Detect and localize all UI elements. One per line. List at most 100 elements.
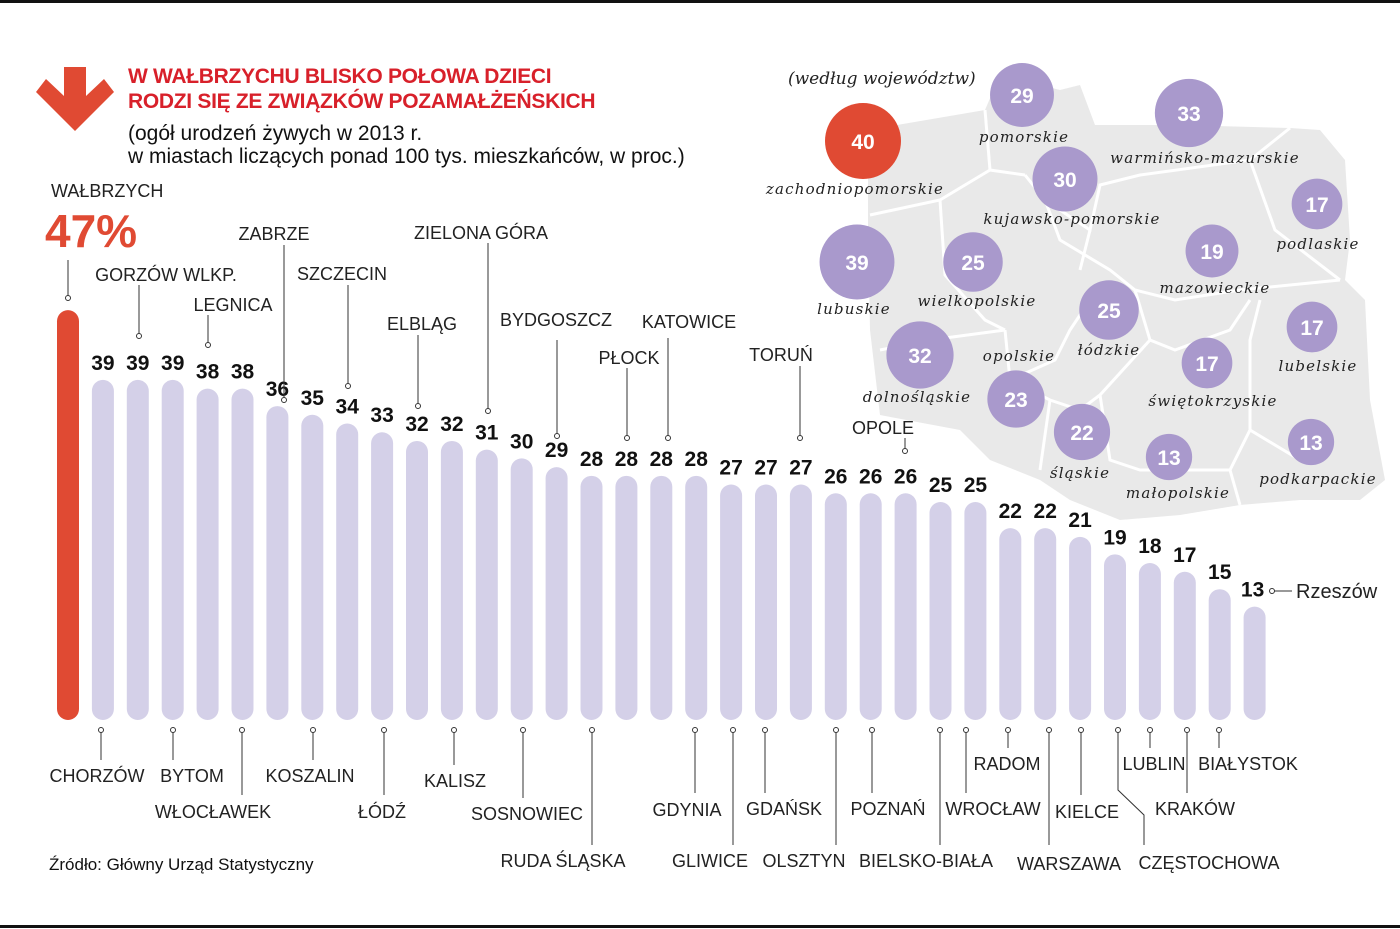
bar xyxy=(406,440,428,720)
map-border xyxy=(1078,229,1092,271)
voivodeship-label: podlaskie xyxy=(1276,235,1359,253)
voivodeship-value: 39 xyxy=(845,252,868,275)
bar-value-label: 27 xyxy=(754,457,777,480)
leader-dot xyxy=(520,727,526,733)
voivodeship-bubble xyxy=(1145,433,1193,481)
bar-value-label: 27 xyxy=(719,457,742,480)
voivodeship-śląskie: 22 śląskie xyxy=(1050,403,1111,482)
city-label: Rzeszów xyxy=(1296,581,1378,603)
city-label: KALISZ xyxy=(424,771,486,791)
voivodeship-value: 30 xyxy=(1053,169,1076,192)
map-title: (według województw) xyxy=(788,69,976,89)
bar xyxy=(57,310,79,720)
city-label: ŁÓDŹ xyxy=(358,801,406,822)
bar-value-label: 28 xyxy=(685,448,709,471)
chart-subtitle: (ogół urodzeń żywych w 2013 r. w miastac… xyxy=(128,122,685,168)
voivodeship-label: lubuskie xyxy=(817,300,891,318)
voivodeship-value: 33 xyxy=(1177,103,1200,126)
bar-group: 35 KOSZALIN xyxy=(265,387,354,786)
leader-dot xyxy=(65,295,71,301)
voivodeship-bubble xyxy=(819,224,895,300)
leader-dot xyxy=(451,727,457,733)
bar-group: 27 TORUŃ xyxy=(749,345,813,720)
map-border xyxy=(1228,469,1242,506)
bar xyxy=(999,528,1022,720)
city-label: OPOLE xyxy=(852,418,914,438)
voivodeship-bubble xyxy=(943,232,1003,292)
title-line: RODZI SIĘ ZE ZWIĄZKÓW POZAMAŁŻEŃSKICH xyxy=(128,90,596,113)
voivodeship-wielkopolskie: 25 wielkopolskie xyxy=(918,232,1035,310)
bar-group: 28 PŁOCK xyxy=(598,348,660,720)
city-label: BIAŁYSTOK xyxy=(1198,754,1298,774)
city-label: CHORZÓW xyxy=(50,765,145,786)
bar xyxy=(894,493,917,720)
bar-group: 26 POZNAŃ xyxy=(850,465,925,819)
voivodeship-label: mazowieckie xyxy=(1160,279,1271,297)
city-label: WROCŁAW xyxy=(945,799,1040,819)
voivodeship-bubble xyxy=(886,321,954,389)
voivodeship-label: śląskie xyxy=(1050,464,1110,482)
bar-group: 34 SZCZECIN xyxy=(297,264,387,720)
bar-group: 39 BYTOM xyxy=(160,352,224,786)
bar-group: 25 WROCŁAW xyxy=(945,474,1040,819)
bar xyxy=(1138,563,1161,720)
bar-group: 17 KRAKÓW xyxy=(1155,544,1235,819)
city-label: BIELSKO-BIAŁA xyxy=(859,851,993,871)
voivodeship-value: 13 xyxy=(1157,447,1180,470)
subtitle-line: (ogół urodzeń żywych w 2013 r. xyxy=(128,122,423,145)
bar-value-label: 36 xyxy=(266,378,289,401)
bar xyxy=(789,484,812,720)
voivodeship-label: zachodniopomorskie xyxy=(765,180,944,198)
leader-dot xyxy=(1005,727,1011,733)
bar-group: 30 SOSNOWIEC xyxy=(471,430,583,824)
voivodeship-value: 22 xyxy=(1070,422,1093,445)
voivodeship-bubble xyxy=(1181,337,1233,389)
bar xyxy=(126,379,149,720)
voivodeship-label: łódzkie xyxy=(1078,341,1141,359)
bar xyxy=(615,475,638,720)
leader-dot xyxy=(762,727,768,733)
bar-value-label: 13 xyxy=(1241,579,1264,602)
voivodeship-label: opolskie xyxy=(983,347,1056,365)
bar xyxy=(196,388,219,720)
city-label: RUDA ŚLĄSKA xyxy=(500,850,625,871)
map-border xyxy=(1248,299,1262,430)
map-border xyxy=(1133,289,1252,352)
bar-value-label: 25 xyxy=(964,474,988,497)
leader-dot xyxy=(1147,727,1153,733)
leader-dot xyxy=(485,408,491,414)
voivodeship-value: 17 xyxy=(1300,317,1323,340)
bar-value-label: 33 xyxy=(370,404,393,427)
bar-value-label: 28 xyxy=(615,448,639,471)
city-label: BYTOM xyxy=(160,766,224,786)
bar xyxy=(720,484,743,720)
voivodeship-value: 25 xyxy=(1097,300,1121,323)
leader-dot xyxy=(1184,727,1190,733)
leader-dot xyxy=(589,727,595,733)
city-label: WAŁBRZYCH xyxy=(51,181,163,201)
bar-chart: WAŁBRZYCH 47% 39 CHORZÓW 39 GORZÓW WLKP. 39 BYT… xyxy=(45,181,1378,874)
bar-group: 29 BYDGOSZCZ xyxy=(500,310,612,720)
voivodeship-bubble xyxy=(1287,418,1335,466)
map-border xyxy=(1003,299,1092,383)
bar xyxy=(824,493,847,720)
voivodeship-bubble xyxy=(1032,146,1098,212)
voivodeship-podlaskie: 17 podlaskie xyxy=(1276,178,1359,253)
voivodeship-value: 29 xyxy=(1010,85,1033,108)
bar xyxy=(91,379,114,720)
bar xyxy=(580,475,603,720)
bar-value-label: 22 xyxy=(999,500,1022,523)
bar xyxy=(231,388,254,720)
bar xyxy=(510,458,533,720)
bar-value-label: 15 xyxy=(1208,561,1232,584)
voivodeship-value: 17 xyxy=(1305,194,1328,217)
leader-dot xyxy=(624,435,630,441)
bar xyxy=(371,432,394,720)
voivodeship-label: warmińsko-mazurskie xyxy=(1110,149,1300,167)
city-label: LEGNICA xyxy=(193,295,272,315)
leader-dot xyxy=(381,727,387,733)
voivodeship-świętokrzyskie: 17 świętokrzyskie xyxy=(1148,337,1276,410)
city-label: CZĘSTOCHOWA xyxy=(1138,853,1279,873)
voivodeship-label: kujawsko-pomorskie xyxy=(983,210,1160,228)
bar xyxy=(1208,589,1231,720)
